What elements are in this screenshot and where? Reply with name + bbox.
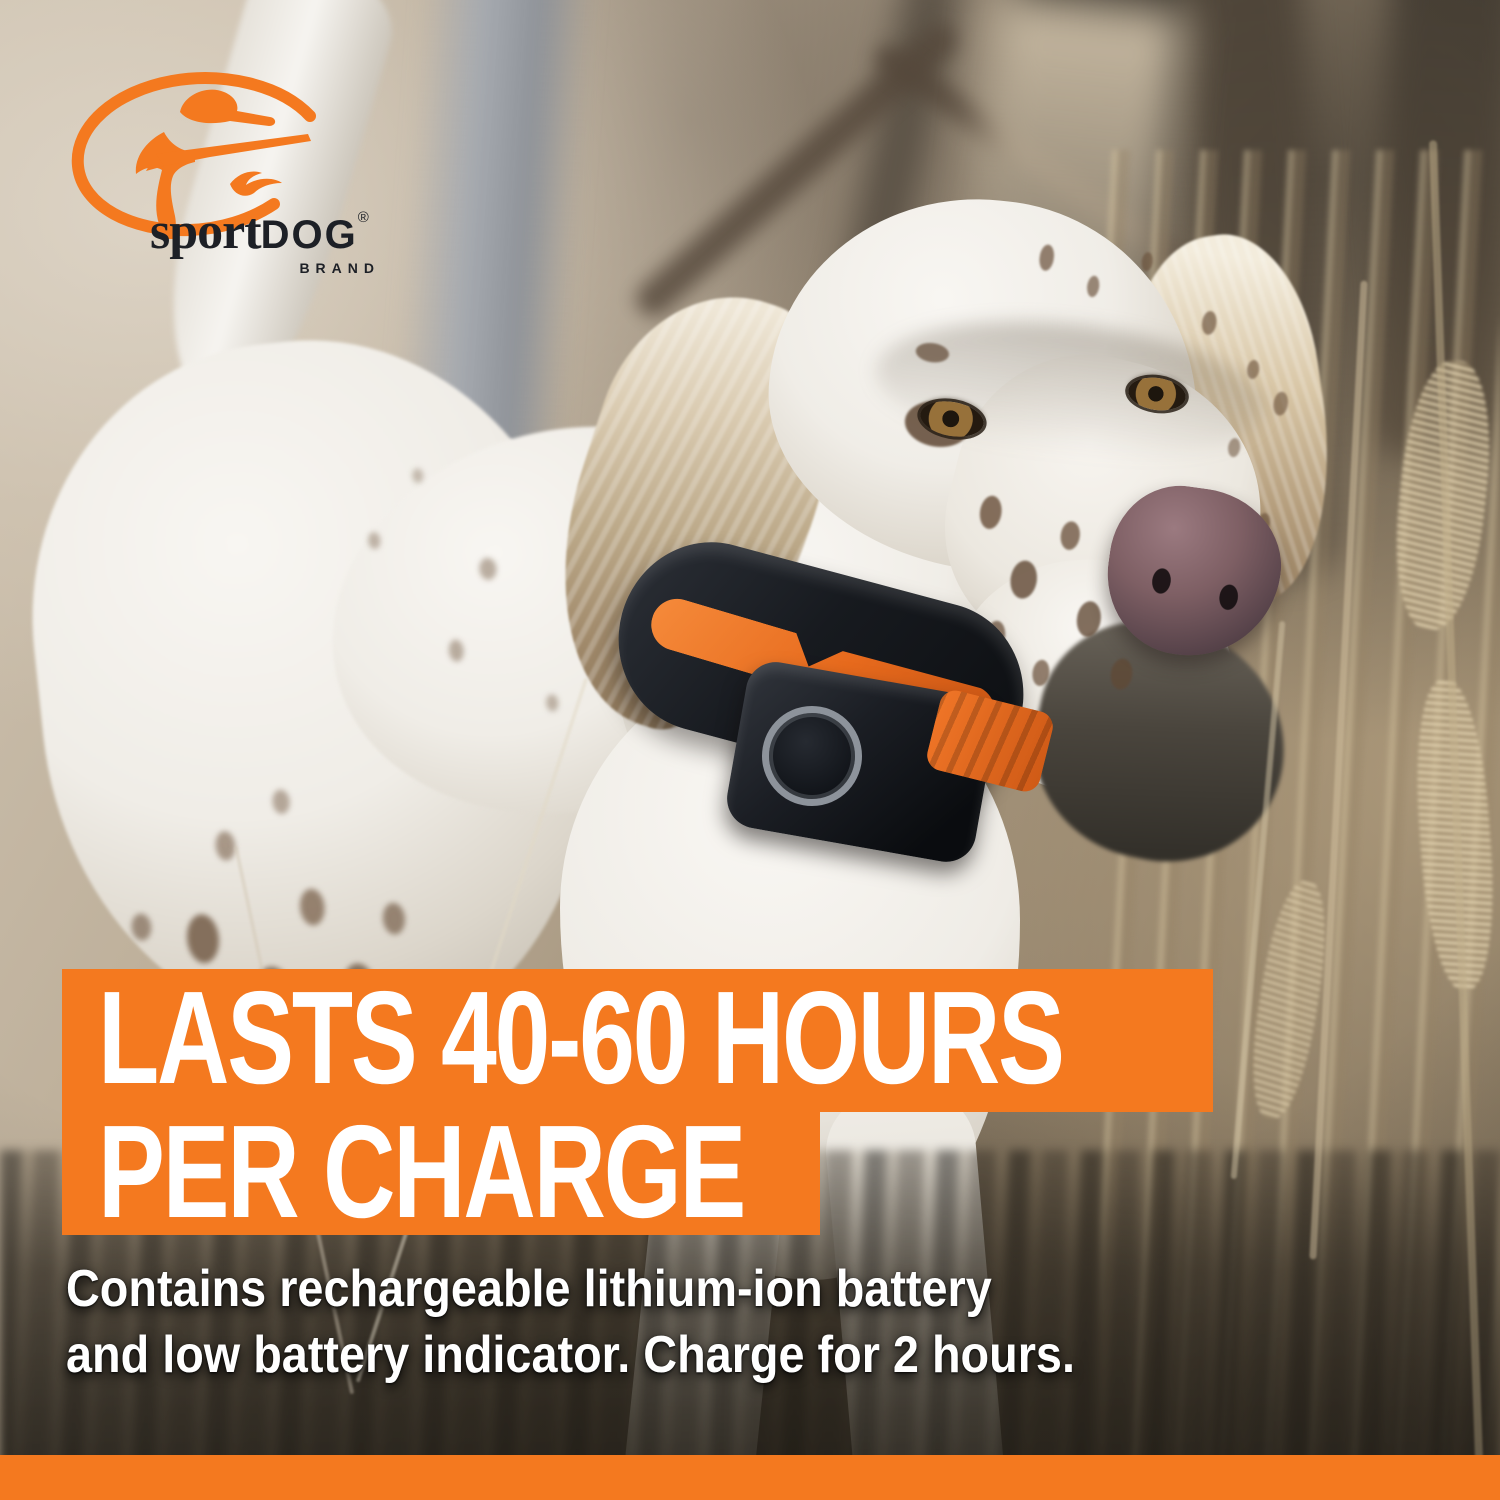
hunter-shotgun-bird-swoosh-icon bbox=[71, 72, 316, 239]
logo-word-brand: BRAND bbox=[299, 260, 380, 276]
headline-line-2: PER CHARGE bbox=[98, 1097, 746, 1245]
headline-line-1: LASTS 40-60 HOURS bbox=[98, 963, 1065, 1111]
headline-banner-bottom: PER CHARGE bbox=[62, 1105, 820, 1237]
sportdog-logo: sportDOG® BRAND bbox=[58, 64, 374, 276]
logo-word-dog: DOG bbox=[260, 213, 358, 257]
bottom-accent-bar bbox=[0, 1455, 1500, 1500]
headline-banner-top: LASTS 40-60 HOURS bbox=[62, 969, 1213, 1112]
subtext-line-2: and low battery indicator. Charge for 2 … bbox=[66, 1326, 1075, 1384]
registered-trademark-icon: ® bbox=[357, 209, 369, 226]
logo-word-sport: sport bbox=[150, 203, 262, 260]
subtext-line-1: Contains rechargeable lithium-ion batter… bbox=[66, 1260, 992, 1318]
logo-wordmark: sportDOG® bbox=[150, 202, 369, 261]
subtext: Contains rechargeable lithium-ion batter… bbox=[66, 1256, 1146, 1388]
